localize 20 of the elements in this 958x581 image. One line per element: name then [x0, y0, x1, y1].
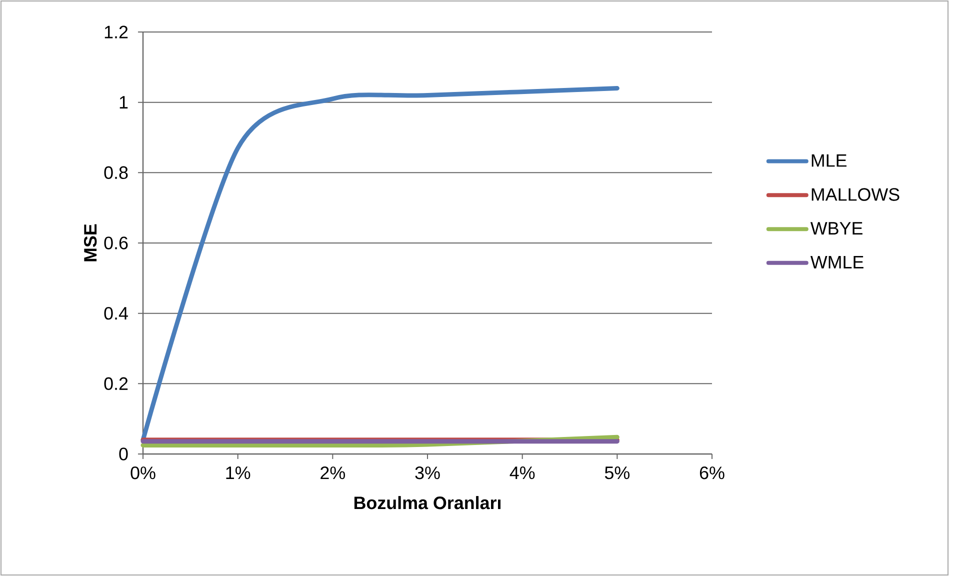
y-tick-label: 1	[120, 96, 128, 108]
x-axis-title: Bozulma Oranları	[354, 496, 500, 510]
y-tick-label: 0.2	[104, 377, 128, 390]
y-tick-label: 0	[119, 448, 128, 460]
x-tick-label: 6%	[700, 466, 724, 480]
x-tick-label: 4%	[510, 466, 535, 480]
x-tick-label: 2%	[320, 466, 345, 480]
legend-label: WMLE	[810, 256, 864, 268]
x-tick-label: 5%	[604, 466, 630, 480]
y-tick-label: 0.8	[104, 166, 128, 180]
y-axis-title: MSE	[84, 224, 97, 262]
legend-label: WBYE	[810, 222, 862, 234]
x-tick-label: 1%	[226, 466, 250, 480]
y-tick-label: 1.2	[104, 26, 128, 38]
x-tick-label: 0%	[130, 466, 156, 480]
legend-label: MALLOWS	[812, 188, 900, 201]
x-tick-label: 3%	[415, 466, 440, 480]
legend-label: MLE	[812, 154, 846, 167]
y-tick-label: 0.6	[104, 236, 128, 250]
y-tick-label: 0.4	[104, 306, 128, 320]
